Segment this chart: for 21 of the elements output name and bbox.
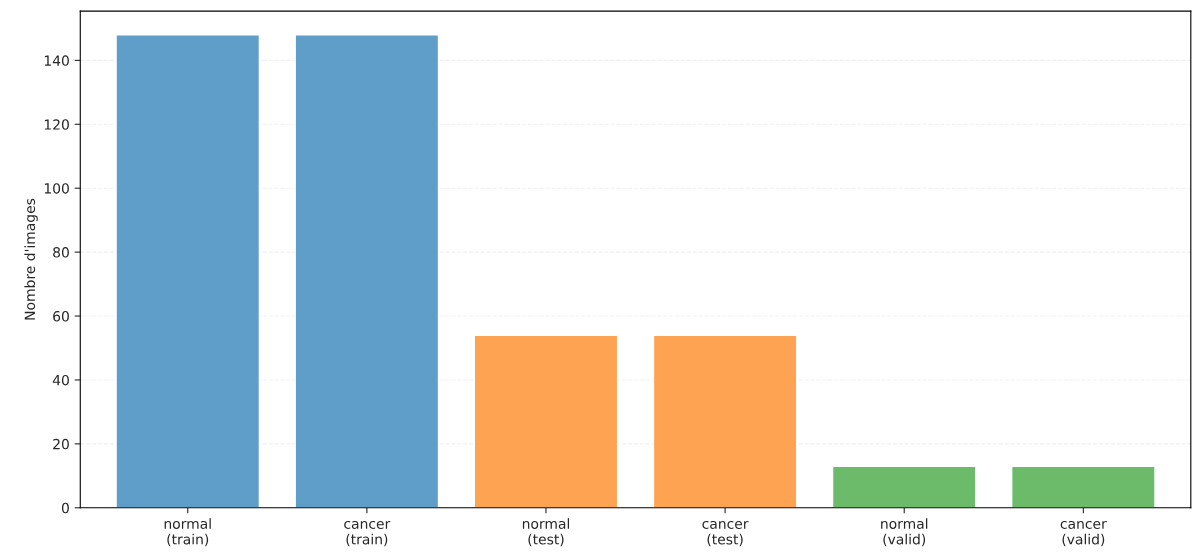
y-tick-label: 60 — [53, 311, 69, 322]
x-tick-label: cancer (test) — [702, 520, 749, 547]
x-tick-label: cancer (valid) — [1060, 520, 1107, 547]
y-tick-label: 40 — [52, 374, 69, 386]
y-tick-label: 0 — [61, 502, 69, 514]
y-tick-label: 20 — [53, 438, 69, 450]
x-tick-label: cancer (train) — [344, 520, 391, 547]
y-tick-label: 100 — [44, 183, 69, 194]
x-tick-label: normal (train) — [164, 518, 211, 547]
bar — [473, 334, 619, 508]
bar — [1010, 465, 1156, 508]
bar — [652, 334, 798, 508]
bar — [831, 465, 977, 508]
y-tick-label: 140 — [44, 55, 69, 66]
y-axis-title: Nombre d'images — [24, 198, 38, 320]
bar — [294, 34, 440, 508]
y-tick-label: 120 — [44, 119, 69, 130]
x-tick-label: normal (test) — [522, 518, 570, 547]
bar — [115, 34, 261, 508]
x-tick-label: normal (valid) — [881, 518, 928, 547]
y-tick-label: 80 — [53, 247, 69, 258]
